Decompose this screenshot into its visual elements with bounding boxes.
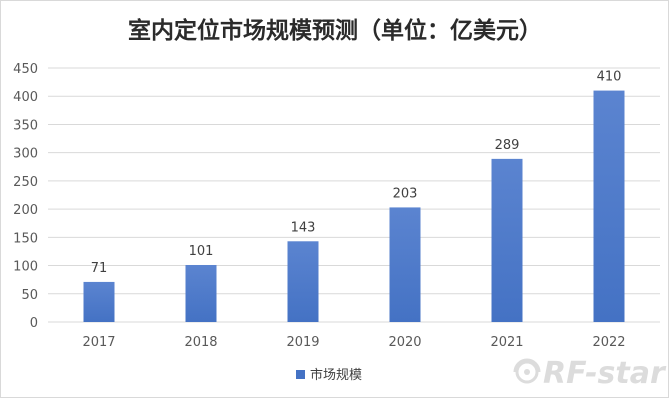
x-tick-label: 2018: [184, 335, 217, 350]
y-tick-label: 0: [30, 316, 38, 331]
y-axis-ticks: 0 50 100 150 200 250 300 350 400 450: [13, 62, 38, 331]
data-label-2021: 289: [495, 138, 520, 153]
y-tick-label: 450: [13, 62, 38, 77]
x-tick-label: 2017: [82, 335, 115, 350]
y-tick-label: 100: [13, 260, 38, 275]
data-label-2022: 410: [597, 70, 622, 85]
bar-2017: [83, 281, 115, 322]
data-label-2019: 143: [291, 220, 316, 235]
bar-2020: [389, 207, 421, 322]
rf-star-logo: RF-star: [513, 356, 667, 391]
y-tick-label: 150: [13, 231, 38, 246]
chart-title: 室内定位市场规模预测（单位：亿美元）: [128, 17, 542, 44]
x-tick-label: 2022: [592, 335, 625, 350]
bar-2019: [287, 241, 319, 322]
bar-2022: [593, 90, 625, 322]
data-label-2018: 101: [189, 244, 214, 259]
y-tick-label: 200: [13, 203, 38, 218]
rf-star-logo-text: RF-star: [543, 356, 667, 391]
y-tick-label: 300: [13, 147, 38, 162]
bars: [83, 90, 625, 322]
data-labels: 71 101 143 203 289 410: [91, 70, 622, 276]
legend-label: 市场规模: [310, 367, 362, 383]
y-tick-label: 250: [13, 175, 38, 190]
rf-star-logo-mark: [513, 358, 541, 384]
y-tick-label: 50: [21, 288, 38, 303]
y-tick-label: 400: [13, 90, 38, 105]
x-axis-ticks: 2017 2018 2019 2020 2021 2022: [82, 335, 625, 350]
legend-swatch: [296, 370, 305, 379]
data-label-2020: 203: [393, 186, 418, 201]
bar-2021: [491, 158, 523, 322]
gridlines: [48, 67, 660, 323]
x-tick-label: 2020: [388, 335, 421, 350]
y-tick-label: 350: [13, 118, 38, 133]
bar-2018: [185, 264, 217, 322]
legend: 市场规模: [296, 367, 362, 383]
x-tick-label: 2021: [490, 335, 523, 350]
data-label-2017: 71: [91, 261, 108, 276]
x-tick-label: 2019: [286, 335, 319, 350]
